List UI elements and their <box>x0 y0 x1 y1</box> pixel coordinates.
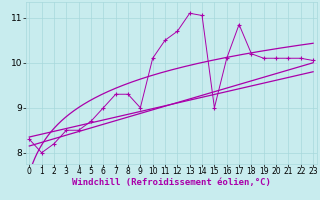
X-axis label: Windchill (Refroidissement éolien,°C): Windchill (Refroidissement éolien,°C) <box>72 178 271 187</box>
